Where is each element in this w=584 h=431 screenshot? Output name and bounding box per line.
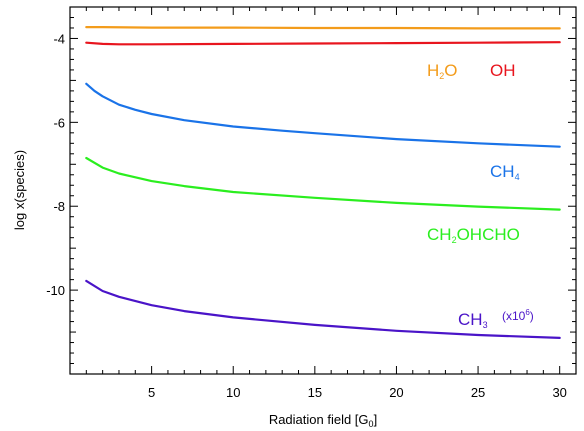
- series-label-ch3-note: (x106): [502, 308, 534, 323]
- series-label-h2o: H2O: [427, 61, 458, 81]
- y-axis-title: log x(species): [12, 150, 27, 230]
- y-tick-label: -10: [46, 283, 65, 298]
- x-tick-label: 5: [148, 385, 155, 400]
- series-line-h2o: [85, 26, 561, 30]
- ticks: 5 10 15 20 25 30 -4 -6 -8 -10: [46, 6, 577, 400]
- series-line-ch2ohcho: [85, 156, 561, 211]
- series-line-ch3: [85, 279, 561, 339]
- x-tick-label: 30: [552, 385, 566, 400]
- series-label-ch2ohcho: CH2OHCHO: [427, 225, 520, 245]
- y-tick-label: -6: [53, 115, 65, 130]
- series-line-ch4: [85, 82, 561, 148]
- series-label-oh: OH: [490, 61, 516, 80]
- y-tick-label: -8: [53, 199, 65, 214]
- x-tick-label: 25: [471, 385, 485, 400]
- series-label-ch4: CH4: [490, 162, 520, 182]
- series-lines: [85, 26, 561, 339]
- x-axis-title: Radiation field [G0]: [269, 412, 377, 429]
- series-label-ch3: CH3: [458, 310, 488, 330]
- x-tick-label: 15: [308, 385, 322, 400]
- plot-frame: [69, 6, 577, 375]
- series-line-oh: [85, 41, 561, 46]
- y-tick-label: -4: [53, 31, 65, 46]
- x-tick-label: 20: [389, 385, 403, 400]
- x-tick-label: 10: [226, 385, 240, 400]
